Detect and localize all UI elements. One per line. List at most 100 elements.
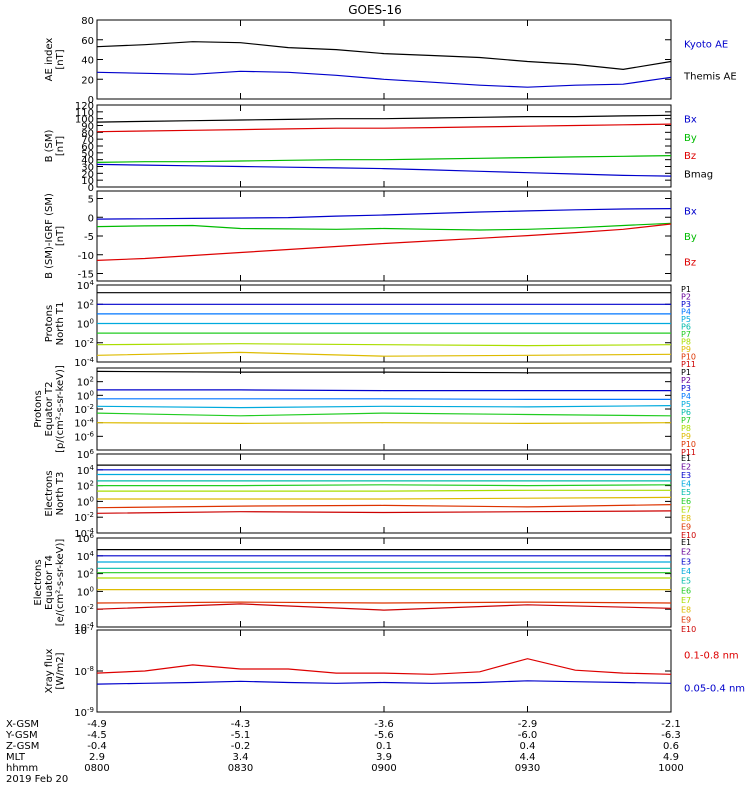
series-line-Bmag: [96, 114, 672, 123]
y-axis-label: Electrons: [44, 470, 55, 516]
legend-By: By: [684, 133, 697, 144]
y-tick-label: 100: [77, 585, 94, 598]
y-tick-label: 70: [81, 135, 94, 146]
footer-date: 2019 Feb 20: [6, 774, 68, 785]
panel-frame: [96, 367, 672, 451]
footer-value: 0800: [84, 763, 109, 774]
y-axis-label: [nT]: [55, 49, 66, 69]
y-tick-label: 104: [77, 279, 95, 292]
y-axis-label: [nT]: [55, 226, 66, 246]
legend-channel-E4: E4: [681, 480, 691, 489]
legend-Bx: Bx: [684, 206, 697, 217]
series-line-P7: [96, 412, 672, 417]
legend-channel-P3: P3: [681, 384, 691, 393]
series-line-By: [96, 222, 672, 231]
footer-value: 0.1: [376, 741, 392, 752]
series-line-E8: [97, 496, 672, 500]
panel-4: 104 102 100 10-2 10-4 Protons North T1 P1P2P3P4…: [44, 279, 696, 369]
legend-Bz: Bz: [684, 258, 696, 269]
y-tick-label: 104: [77, 464, 95, 477]
series-line-P1: [96, 370, 671, 374]
footer-value: -2.1: [661, 719, 681, 730]
legend-channel-P4: P4: [681, 308, 691, 317]
legend-channel-P11: P11: [681, 360, 696, 369]
y-tick-label: 10: [81, 176, 94, 187]
y-axis-label: AE index: [44, 38, 55, 82]
footer-value: 3.9: [376, 752, 392, 763]
y-tick-label: 80: [81, 16, 94, 27]
y-tick-label: 100: [77, 389, 94, 402]
y-axis-label: North T3: [55, 472, 66, 516]
y-tick-label: 30: [81, 163, 94, 174]
legend-Bz: Bz: [684, 151, 696, 162]
footer-value: 4.9: [663, 752, 679, 763]
y-tick-label: 10-4: [74, 621, 94, 634]
y-tick-label: -15: [78, 270, 94, 281]
legend-channel-P7: P7: [681, 416, 691, 425]
y-tick-label: 0: [88, 95, 94, 106]
series-line-P4: [97, 398, 671, 400]
series-line-By: [96, 155, 672, 163]
y-tick-label: 120: [75, 101, 94, 112]
y-axis-label: Electrons: [33, 559, 44, 605]
legend-channel-P9: P9: [681, 345, 691, 354]
y-tick-label: 10-4: [74, 417, 94, 430]
legend-channel-P2: P2: [681, 376, 691, 385]
y-tick-label: 110: [75, 108, 94, 119]
series-line-E9: [96, 504, 672, 509]
y-axis-label: B (SM)-IGRF (SM): [44, 193, 55, 279]
legend-channel-P10: P10: [681, 440, 696, 449]
y-axis-label: North T1: [55, 302, 66, 346]
legend-channel-E7: E7: [681, 596, 691, 605]
series-line-0.1-0.8 nm: [96, 658, 672, 675]
footer-row-label: Y-GSM: [5, 730, 38, 741]
y-tick-label: 80: [81, 128, 94, 139]
y-tick-label: 90: [81, 122, 94, 133]
y-tick-label: 106: [77, 448, 95, 461]
y-tick-label: 0: [88, 183, 94, 194]
series-line-P3: [97, 389, 671, 392]
legend-channel-E9: E9: [681, 615, 691, 624]
series-line-P9: [96, 343, 672, 347]
legend-channel-E5: E5: [681, 488, 691, 497]
footer-value: 3.4: [233, 752, 249, 763]
y-tick-label: 102: [77, 568, 94, 581]
footer-value: -6.3: [661, 730, 681, 741]
footer-row-label: hhmm: [6, 763, 38, 774]
legend-channel-P3: P3: [681, 300, 691, 309]
legend-channel-E9: E9: [681, 522, 691, 531]
y-axis-label: Protons: [44, 305, 55, 342]
series-line-E10: [96, 510, 672, 514]
footer-value: -4.3: [231, 719, 251, 730]
y-tick-label: 20: [81, 75, 94, 86]
panel-frame: [96, 453, 672, 534]
y-tick-label: 10-9: [74, 706, 94, 719]
footer-value: 4.4: [520, 752, 536, 763]
y-axis-label: [W/m2]: [55, 652, 66, 689]
y-axis-label: Equator T2: [44, 382, 55, 437]
legend-0.05-0.4-nm: 0.05-0.4 nm: [684, 683, 745, 694]
y-tick-label: 100: [77, 318, 94, 331]
legend-channel-P6: P6: [681, 408, 691, 417]
y-tick-label: 40: [81, 156, 94, 167]
y-tick-label: 100: [75, 115, 94, 126]
time-axis-footer: X-GSM -4.9 -4.3 -3.6 -2.9 -2.1 Y-GSM -4.5 -5.1 -5…: [5, 719, 684, 785]
y-tick-label: 40: [81, 56, 94, 67]
footer-value: -0.2: [231, 741, 251, 752]
series-line-E6: [97, 484, 672, 487]
footer-value: -4.9: [87, 719, 107, 730]
series-line-P10: [96, 351, 672, 357]
y-tick-label: 0: [88, 213, 94, 224]
y-tick-label: 100: [77, 495, 94, 508]
panel-frame: [96, 537, 672, 628]
footer-value: 2.9: [89, 752, 105, 763]
legend-Themis-AE: Themis AE: [683, 71, 737, 82]
legend-channel-P2: P2: [681, 293, 691, 302]
y-tick-label: 10-2: [74, 511, 94, 524]
y-tick-label: 102: [77, 480, 94, 493]
legend-channel-E2: E2: [681, 548, 691, 557]
series-line-Themis AE: [96, 41, 672, 71]
